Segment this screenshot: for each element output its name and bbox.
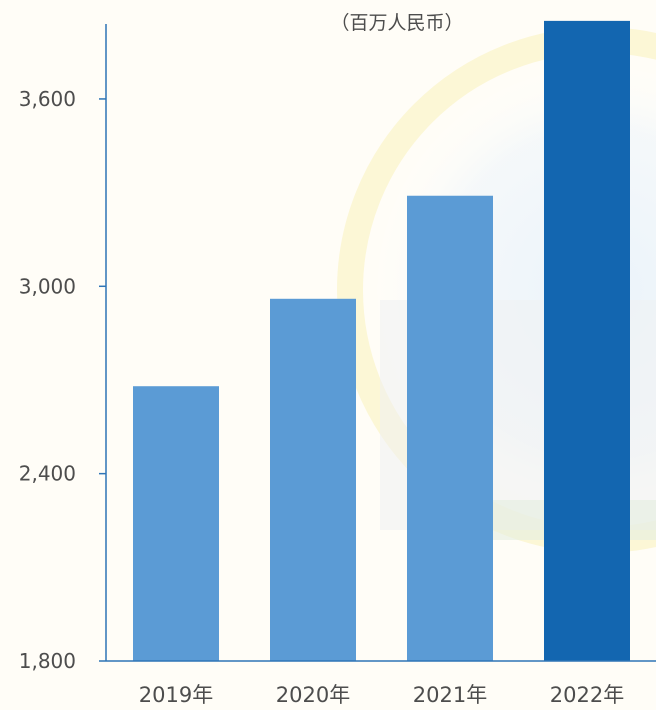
bars [133,20,630,662]
x-axis-labels: 2019年 2020年 2021年 2022年 [139,683,624,707]
bar-2022年 [544,20,630,662]
x-category-label: 2022年 [550,683,624,707]
y-tick-label: 3,000 [19,274,76,298]
bar-2021年 [407,195,493,662]
y-tick-label: 3,600 [19,87,76,111]
y-tick-label: 1,800 [19,649,76,673]
bar-2019年 [133,386,219,661]
y-tick-label: 2,400 [19,462,76,486]
bar-2020年 [270,298,356,661]
x-category-label: 2019年 [139,683,213,707]
x-category-label: 2020年 [276,683,350,707]
x-category-label: 2021年 [413,683,487,707]
unit-label: （百万人民币） [330,12,463,34]
y-axis-ticks: 1,800 2,400 3,000 3,600 [19,87,106,673]
